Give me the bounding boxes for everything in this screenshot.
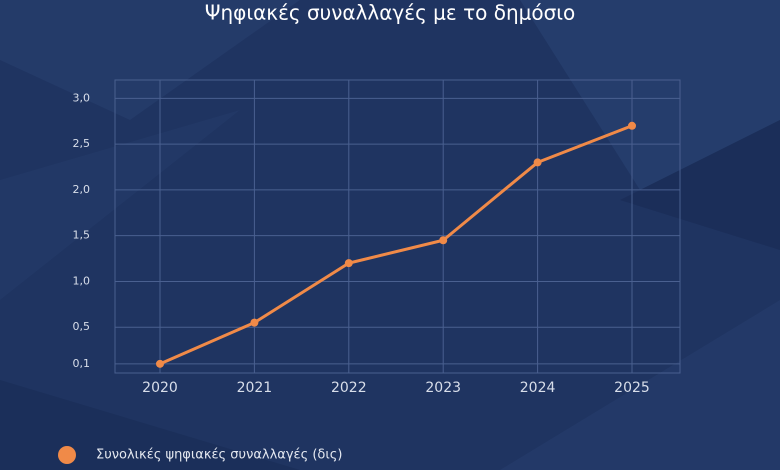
background-facet	[520, 0, 780, 190]
legend-label: Συνολικές ψηφιακές συναλλαγές (δις)	[96, 448, 342, 463]
y-tick-label: 1,5	[73, 229, 91, 242]
y-tick-label: 2,0	[73, 183, 91, 196]
x-tick-label: 2021	[237, 380, 273, 396]
x-tick-label: 2022	[331, 380, 367, 396]
y-tick-label: 1,0	[73, 274, 91, 287]
point	[533, 158, 542, 167]
point	[156, 359, 164, 368]
x-tick-label: 2020	[142, 380, 178, 396]
x-tick-label: 2024	[520, 380, 556, 396]
background-facet	[620, 120, 780, 250]
point	[250, 318, 259, 327]
point	[344, 259, 353, 268]
background-facet	[0, 380, 300, 470]
x-tick-label: 2025	[614, 380, 650, 396]
background-facet	[0, 0, 300, 120]
point	[439, 236, 448, 245]
background-facet	[500, 300, 780, 470]
x-tick-label: 2023	[425, 380, 461, 396]
chart-title: Ψηφιακές συναλλαγές με το δημόσιο	[205, 1, 576, 25]
y-tick-label: 0,1	[73, 357, 91, 370]
y-tick-label: 3,0	[73, 91, 91, 104]
point	[628, 121, 636, 130]
legend-marker	[58, 446, 76, 464]
y-tick-label: 2,5	[73, 137, 91, 150]
y-tick-label: 0,5	[73, 320, 91, 333]
plot-frame	[114, 79, 681, 374]
line	[159, 124, 633, 366]
background-facet	[0, 110, 240, 300]
